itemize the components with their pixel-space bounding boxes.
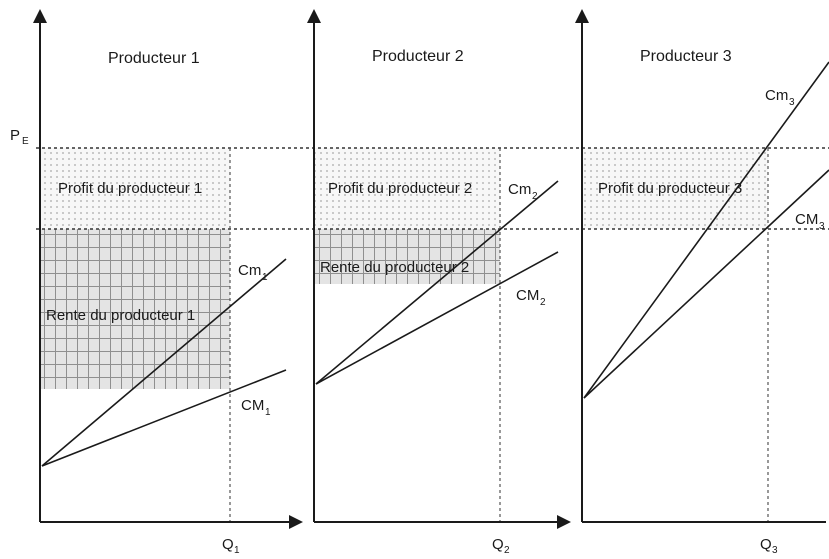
quantity-label-3: Q	[760, 536, 772, 553]
average-cost-curve-1	[41, 369, 287, 467]
price-label: P	[10, 127, 20, 144]
profit-label-2: Profit du producteur 2	[328, 180, 472, 197]
marginal-cost-subscript-2: 2	[532, 191, 538, 202]
quantity-subscript-1: 1	[234, 545, 240, 556]
marginal-cost-label-3: Cm	[765, 87, 788, 104]
marginal-cost-label-2: Cm	[508, 181, 531, 198]
marginal-cost-subscript-3: 3	[789, 97, 795, 108]
average-cost-subscript-3: 3	[819, 221, 825, 232]
profit-area-1	[40, 148, 230, 229]
marginal-cost-curve-1	[41, 258, 287, 467]
quantity-subscript-3: 3	[772, 545, 778, 556]
average-cost-curve-3	[583, 169, 829, 399]
average-cost-subscript-2: 2	[540, 297, 546, 308]
profit-area-2	[314, 148, 500, 229]
profit-label-1: Profit du producteur 1	[58, 180, 202, 197]
marginal-cost-curve-2	[315, 180, 559, 385]
quantity-label-2: Q	[492, 536, 504, 553]
average-cost-subscript-1: 1	[265, 407, 271, 418]
average-cost-label-3: CM	[795, 211, 818, 228]
rente-label-2: Rente du producteur 2	[320, 259, 469, 276]
average-cost-label-1: CM	[241, 397, 264, 414]
average-cost-label-2: CM	[516, 287, 539, 304]
panel-title-2: Producteur 2	[372, 48, 464, 65]
quantity-subscript-2: 2	[504, 545, 510, 556]
marginal-cost-subscript-1: 1	[262, 272, 268, 283]
panel-title-3: Producteur 3	[640, 48, 732, 65]
average-cost-curve-2	[315, 251, 559, 385]
profit-label-3: Profit du producteur 3	[598, 180, 742, 197]
marginal-cost-curve-3	[583, 61, 829, 399]
panel-title-1: Producteur 1	[108, 50, 200, 67]
price-label-subscript: E	[22, 136, 29, 147]
rente-label-1: Rente du producteur 1	[46, 307, 195, 324]
marginal-cost-label-1: Cm	[238, 262, 261, 279]
rente-area-1	[40, 229, 230, 389]
quantity-label-1: Q	[222, 536, 234, 553]
